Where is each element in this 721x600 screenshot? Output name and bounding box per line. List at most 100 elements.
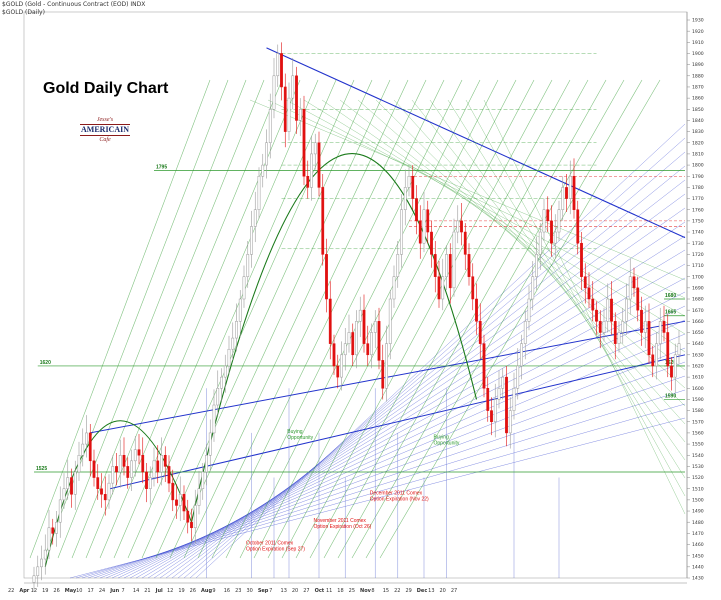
candle-body (606, 298, 610, 322)
candle-body (497, 388, 501, 400)
candle-body (640, 309, 643, 333)
green-trend-line (211, 79, 445, 559)
candle-body (651, 354, 655, 367)
x-tick-label: 9 (212, 588, 215, 594)
candle-body (403, 187, 407, 210)
y-tick-label: 1590 (692, 397, 704, 403)
candle-body (126, 466, 130, 478)
x-tick-label: 19 (178, 588, 184, 594)
x-tick-label: 22 (8, 588, 14, 594)
level-label-1795: 1795 (156, 165, 167, 171)
blue-trend-line (183, 151, 686, 579)
candle-body (133, 449, 137, 462)
logo-line-1: Jesse's (96, 117, 114, 123)
level-label-1525: 1525 (36, 466, 47, 472)
y-tick-label: 1540 (692, 453, 704, 459)
candle-body (448, 254, 452, 289)
blue-trend-line (129, 277, 686, 579)
candle-body (418, 220, 422, 244)
candle-body (400, 209, 403, 255)
y-tick-label: 1700 (692, 274, 704, 280)
candle-body (553, 231, 557, 244)
y-tick-label: 1930 (692, 18, 704, 24)
candle-body (268, 109, 272, 144)
blue-trend-line (141, 249, 686, 579)
candle-body (81, 443, 85, 456)
candle-body (103, 494, 107, 501)
y-tick-label: 1910 (692, 40, 704, 46)
y-tick-label: 1730 (692, 241, 704, 247)
y-tick-label: 1840 (692, 118, 704, 124)
candle-body (208, 432, 212, 456)
y-tick-label: 1770 (692, 196, 704, 202)
y-tick-label: 1610 (692, 375, 704, 381)
candle-body (160, 454, 163, 473)
candle-body (647, 321, 651, 356)
x-tick-label: Jun (109, 588, 119, 594)
blue-trend-line (147, 235, 686, 579)
candle-body (58, 499, 62, 523)
x-tick-label: 12 (167, 588, 173, 594)
green-trend-line (197, 79, 427, 559)
y-tick-label: 1900 (692, 51, 704, 57)
candle-body (175, 499, 178, 506)
blue-trend-line (123, 291, 686, 579)
candle-body (216, 388, 220, 406)
candle-body (193, 505, 197, 529)
candle-body (512, 388, 516, 411)
green-down-line (411, 99, 686, 443)
candle-body (595, 309, 598, 322)
y-tick-label: 1890 (692, 62, 704, 68)
candle-body (351, 332, 355, 356)
candle-body (321, 187, 325, 255)
annotation-text: Buying (287, 429, 303, 435)
blue-trend-line (75, 403, 686, 579)
candle-body (137, 449, 141, 456)
candle-body (662, 321, 666, 333)
candle-body (272, 75, 276, 110)
x-tick-label: 7 (122, 588, 125, 594)
candle-body (433, 254, 437, 277)
candle-body (163, 454, 167, 467)
candle-body (643, 321, 647, 333)
candle-body (677, 343, 681, 356)
candle-body (261, 164, 265, 177)
y-tick-label: 1470 (692, 531, 704, 537)
candle-body (598, 321, 602, 333)
candle-body (220, 376, 223, 389)
candle-body (291, 75, 295, 99)
green-trend-line (225, 79, 463, 559)
annotation-text: Buying (434, 435, 450, 441)
candle-body (625, 298, 628, 322)
x-tick-label: Dec (417, 588, 428, 594)
y-tick-label: 1830 (692, 129, 704, 135)
candle-body (167, 466, 171, 484)
y-tick-label: 1450 (692, 553, 704, 559)
candle-body (523, 321, 527, 344)
candle-body (493, 399, 497, 423)
candle-body (422, 209, 426, 244)
green-trend-line (323, 79, 589, 559)
candle-body (325, 254, 328, 300)
y-tick-label: 1690 (692, 285, 704, 291)
candle-body (610, 298, 613, 322)
x-tick-label: 15 (383, 588, 389, 594)
candle-body (621, 321, 625, 333)
candle-body (265, 142, 268, 166)
y-tick-label: 1880 (692, 73, 704, 79)
candle-body (670, 365, 673, 378)
y-tick-label: 1660 (692, 319, 704, 325)
y-tick-label: 1530 (692, 464, 704, 470)
candle-body (283, 86, 287, 132)
blue-trend-line (195, 123, 686, 579)
candle-body (520, 343, 523, 367)
green-trend-line (127, 79, 337, 559)
level-label-1590: 1590 (665, 393, 676, 399)
y-tick-label: 1490 (692, 509, 704, 515)
candle-body (223, 365, 227, 378)
candle-body (366, 343, 370, 356)
candle-body (655, 343, 658, 367)
candle-body (347, 332, 351, 344)
blue-trend-line (159, 207, 686, 579)
